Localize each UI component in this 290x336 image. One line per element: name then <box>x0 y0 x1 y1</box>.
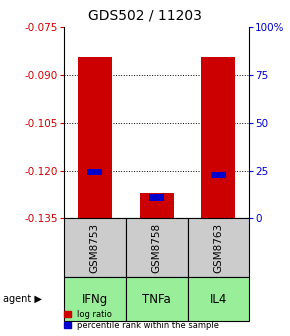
Bar <box>149 195 164 201</box>
Bar <box>202 57 235 218</box>
Text: GSM8763: GSM8763 <box>213 223 224 273</box>
FancyBboxPatch shape <box>126 277 188 321</box>
Bar <box>139 193 174 218</box>
Bar <box>211 172 226 178</box>
Bar <box>87 169 102 175</box>
Text: IL4: IL4 <box>210 293 227 305</box>
Text: GDS502 / 11203: GDS502 / 11203 <box>88 8 202 23</box>
Text: GSM8758: GSM8758 <box>152 223 162 273</box>
Text: GSM8753: GSM8753 <box>90 223 100 273</box>
Bar <box>78 57 112 218</box>
Text: TNFa: TNFa <box>142 293 171 305</box>
FancyBboxPatch shape <box>64 277 126 321</box>
FancyBboxPatch shape <box>64 218 126 277</box>
FancyBboxPatch shape <box>126 218 188 277</box>
Text: IFNg: IFNg <box>81 293 108 305</box>
FancyBboxPatch shape <box>188 277 249 321</box>
FancyBboxPatch shape <box>188 218 249 277</box>
Legend: log ratio, percentile rank within the sample: log ratio, percentile rank within the sa… <box>62 308 221 332</box>
Text: agent ▶: agent ▶ <box>3 294 42 304</box>
